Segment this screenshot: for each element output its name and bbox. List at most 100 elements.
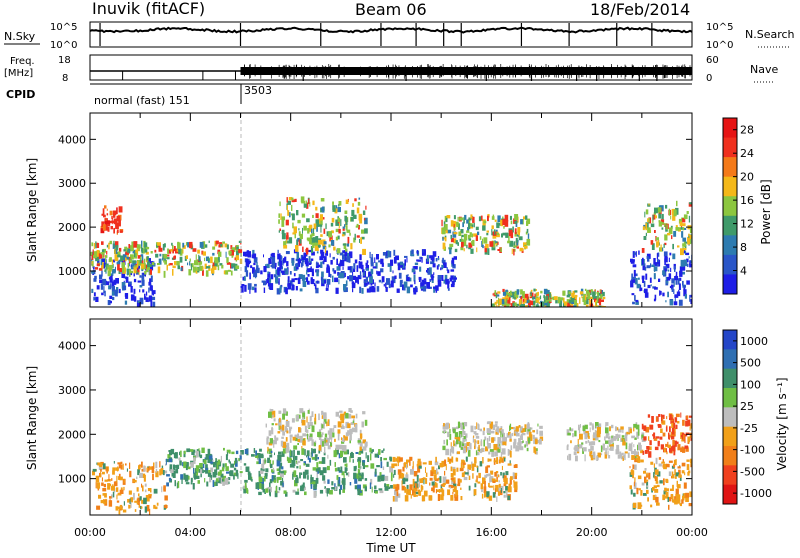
heatmap-cell: [296, 252, 299, 259]
heatmap-cell: [281, 256, 283, 260]
heatmap-cell: [510, 445, 513, 451]
heatmap-cell: [492, 293, 494, 296]
heatmap-cell: [144, 270, 147, 275]
heatmap-cell: [295, 263, 299, 268]
heatmap-cell: [326, 488, 330, 494]
heatmap-cell: [569, 428, 574, 432]
heatmap-cell: [334, 483, 336, 488]
heatmap-cell: [488, 458, 492, 462]
heatmap-cell: [332, 275, 334, 283]
heatmap-cell: [450, 442, 452, 447]
heatmap-cell: [487, 215, 489, 222]
heatmap-cell: [653, 432, 656, 440]
heatmap-cell: [130, 497, 134, 503]
heatmap-cell: [434, 483, 438, 488]
heatmap-cell: [341, 234, 345, 237]
heatmap-cell: [106, 265, 108, 271]
heatmap-cell: [329, 253, 331, 258]
heatmap-cell: [500, 220, 504, 227]
heatmap-cell: [615, 426, 617, 432]
heatmap-cell: [655, 437, 658, 441]
heatmap-cell: [294, 434, 298, 438]
heatmap-cell: [365, 264, 369, 269]
heatmap-cell: [301, 213, 306, 218]
heatmap-cell: [382, 252, 387, 256]
colorbar-tick-label: 24: [740, 147, 754, 160]
heatmap-cell: [367, 455, 370, 462]
heatmap-cell: [526, 238, 531, 246]
heatmap-cell: [253, 258, 258, 263]
heatmap-cell: [261, 280, 266, 283]
heatmap-cell: [295, 478, 299, 484]
heatmap-cell: [267, 457, 270, 463]
heatmap-cell: [449, 433, 452, 440]
heatmap-cell: [413, 488, 418, 492]
heatmap-cell: [431, 274, 434, 281]
nave-tick-bottom: 0: [706, 73, 712, 84]
heatmap-cell: [640, 287, 643, 291]
heatmap-cell: [343, 457, 347, 463]
heatmap-cell: [302, 280, 307, 287]
heatmap-cell: [446, 267, 448, 271]
heatmap-cell: [663, 223, 668, 227]
heatmap-cell: [401, 485, 405, 491]
heatmap-cell: [358, 461, 361, 469]
heatmap-cell: [125, 276, 129, 283]
heatmap-cell: [285, 447, 290, 453]
heatmap-cell: [690, 423, 692, 429]
heatmap-cell: [381, 262, 384, 267]
heatmap-cell: [239, 454, 242, 461]
heatmap-cell: [310, 268, 314, 273]
heatmap-cell: [493, 444, 498, 451]
heatmap-cell: [111, 259, 114, 265]
heatmap-cell: [595, 425, 598, 429]
heatmap-cell: [321, 271, 324, 278]
heatmap-cell: [118, 509, 121, 515]
heatmap-cell: [117, 251, 121, 258]
heatmap-cell: [450, 234, 452, 240]
heatmap-cell: [428, 460, 432, 465]
heatmap-cell: [118, 288, 121, 294]
heatmap-cell: [200, 469, 203, 474]
heatmap-cell: [621, 437, 623, 441]
heatmap-cell: [316, 251, 319, 254]
heatmap-cell: [679, 503, 682, 507]
heatmap-cell: [396, 456, 401, 463]
heatmap-cell: [445, 464, 447, 471]
heatmap-cell: [309, 237, 312, 245]
heatmap-cell: [228, 459, 230, 463]
heatmap-cell: [393, 474, 395, 478]
heatmap-cell: [92, 270, 96, 275]
heatmap-cell: [116, 494, 118, 500]
heatmap-cell: [493, 460, 497, 463]
heatmap-cell: [234, 257, 237, 261]
heatmap-cell: [317, 431, 321, 437]
heatmap-cell: [383, 283, 385, 287]
heatmap-cell: [101, 482, 104, 486]
power-colorbar-label: Power [dB]: [759, 179, 773, 244]
heatmap-cell: [322, 432, 324, 435]
colorbar-tick-label: 28: [740, 124, 754, 137]
heatmap-cell: [452, 260, 455, 266]
heatmap-cell: [297, 438, 301, 442]
heatmap-cell: [284, 269, 287, 272]
heatmap-cell: [502, 291, 507, 296]
heatmap-cell: [568, 291, 572, 295]
heatmap-cell: [219, 477, 221, 484]
heatmap-cell: [438, 465, 440, 470]
heatmap-cell: [646, 489, 649, 494]
heatmap-cell: [295, 491, 300, 495]
heatmap-cell: [597, 305, 599, 307]
heatmap-cell: [210, 256, 213, 264]
heatmap-cell: [599, 289, 601, 293]
heatmap-cell: [137, 255, 141, 259]
heatmap-cell: [253, 262, 256, 266]
heatmap-cell: [649, 424, 654, 430]
heatmap-cell: [686, 263, 689, 267]
heatmap-cell: [203, 470, 207, 473]
heatmap-cell: [468, 234, 471, 240]
heatmap-cell: [206, 266, 210, 269]
heatmap-cell: [406, 286, 411, 294]
heatmap-cell: [269, 277, 272, 283]
heatmap-cell: [315, 477, 319, 484]
